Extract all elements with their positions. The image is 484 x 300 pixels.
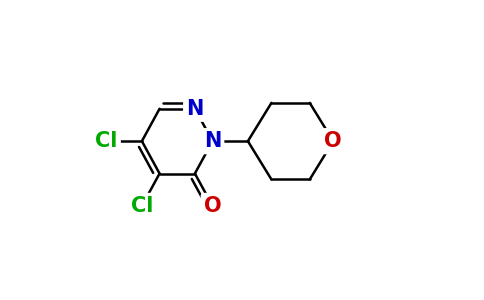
Text: Cl: Cl bbox=[95, 131, 118, 151]
Text: O: O bbox=[324, 131, 342, 151]
Text: N: N bbox=[204, 131, 221, 151]
Text: O: O bbox=[204, 196, 221, 216]
Text: Cl: Cl bbox=[131, 196, 153, 216]
Text: N: N bbox=[186, 99, 204, 119]
